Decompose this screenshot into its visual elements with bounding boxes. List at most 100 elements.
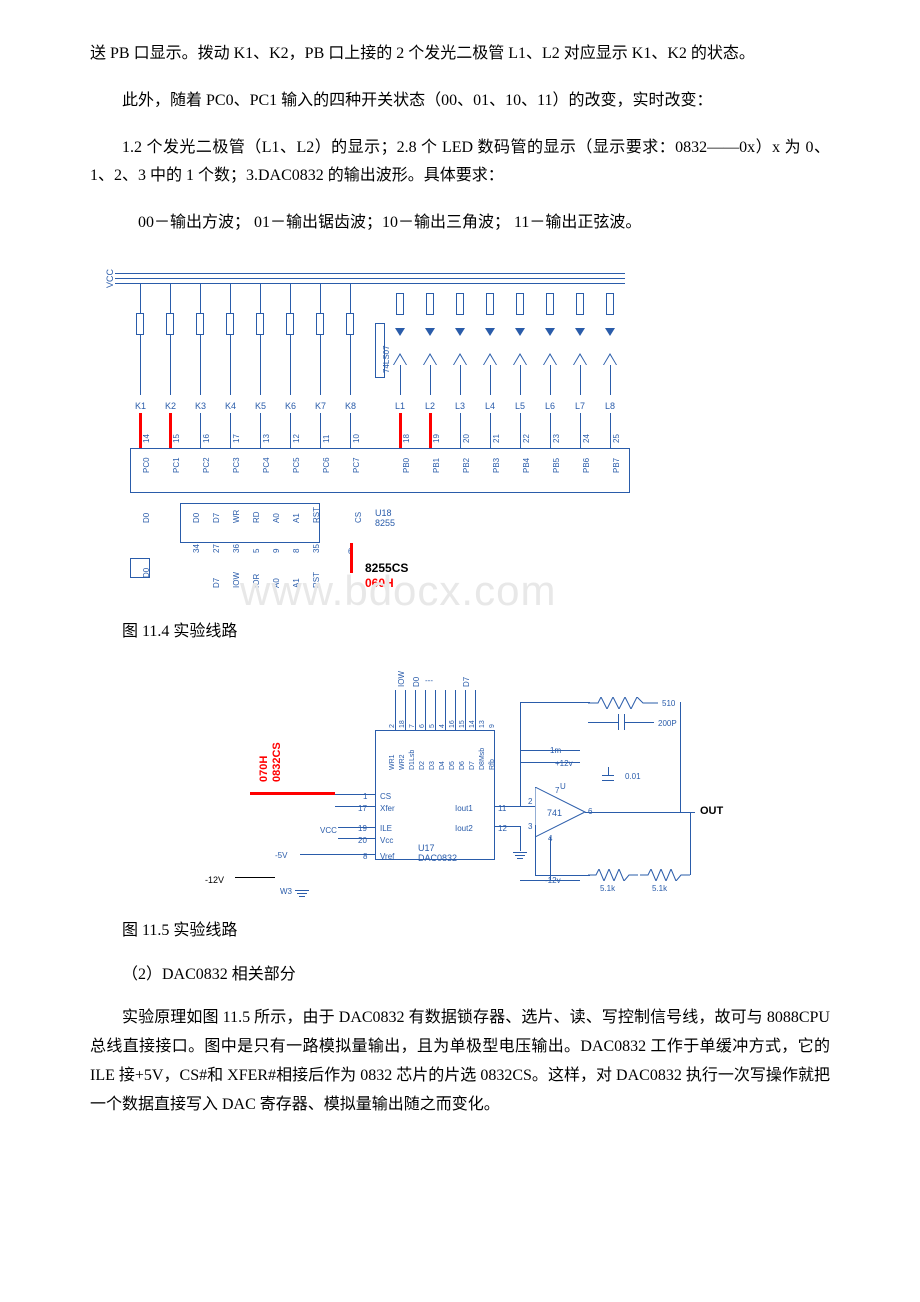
pb-pin: PB1 [430,458,444,473]
pin-num-17: 17 [358,802,367,816]
paragraph-3: 1.2 个发光二极管（L1、L2）的显示；2.8 个 LED 数码管的显示（显示… [90,134,830,192]
dac0832-label: DAC0832 [418,850,457,866]
bottom-label: D7 [210,578,224,588]
pin-num: 13 [260,434,274,443]
bottom-label: A0 [270,578,284,588]
pin-num: 25 [610,434,624,443]
led-l1: L1 [395,398,405,414]
pb-pin: PB4 [520,458,534,473]
figure-11-5-diagram: 070H 0832CS IOW D0 --- D7 2 18 7 6 5 4 1… [180,662,740,902]
iout1-pin: Iout1 [455,802,473,816]
opamp-pin-7: 7 [555,784,559,798]
dash-label: --- [425,674,433,688]
paragraph-1: 送 PB 口显示。拨动 K1、K2，PB 口上接的 2 个发光二极管 L1、L2… [90,40,830,69]
pb-pin: PB6 [580,458,594,473]
opamp-pin-3: 3 [528,820,532,834]
led-l6: L6 [545,398,555,414]
pin-num-20: 20 [358,834,367,848]
pin-num: 11 [320,435,334,443]
pin-num-11: 11 [498,802,506,816]
bottom-num: 34 [190,544,204,553]
minus5v-label: -5V [275,849,287,863]
bottom-label: A1 [290,578,304,588]
figure-11-5-container: 070H 0832CS IOW D0 --- D7 2 18 7 6 5 4 1… [90,662,830,902]
d0-bottom: D0 [140,568,154,578]
d0-label: D0 [410,677,424,687]
pin-num: 23 [550,434,564,443]
chip-060h-label: 060H [365,573,394,595]
data-num: 9 [487,724,500,728]
bottom-num: 8 [290,549,304,553]
pb-pin: PB5 [550,458,564,473]
chip-8255-label: 8255 [375,515,395,531]
led-l2: L2 [425,398,435,414]
vcc-pin: Vcc [380,834,393,848]
output-label: OUT [700,802,723,822]
label-0832cs: 0832CS [268,742,288,782]
pb-pin: PB3 [490,458,504,473]
minus12v-bottom: -12v [545,874,561,888]
pb-pin: PB0 [400,458,414,473]
pin-num: 10 [350,434,364,443]
cap-200p: 200P [658,717,677,731]
switch-k3: K3 [195,398,206,414]
cs-label: CS [352,512,366,523]
led-l7: L7 [575,398,585,414]
figure-11-4-container: VCC [90,253,830,603]
pin-num: 16 [200,434,214,443]
chip-pin: D7 [210,513,224,523]
section-2-header: （2）DAC0832 相关部分 [90,961,830,990]
bottom-label: IOR [250,574,264,588]
switch-k4: K4 [225,398,236,414]
chip-pin: RD [250,511,264,523]
paragraph-2: 此外，随着 PC0、PC1 输入的四种开关状态（00、01、10、11）的改变，… [90,87,830,116]
bottom-num: 35 [310,544,324,553]
iout2-pin: Iout2 [455,822,473,836]
resistor-51k-2: 5.1k [652,882,667,896]
resistor-51k-1-icon [588,869,638,881]
data-pin: Rfb [487,759,500,770]
resistor-51k-2-icon [640,869,690,881]
bottom-num: 5 [250,549,264,553]
resistor-510: 510 [662,697,675,711]
pc-pin: PC4 [260,457,274,473]
figure-11-4-diagram: VCC [90,253,650,603]
vref-pin: Vref [380,850,394,864]
bottom-label: IOW [230,572,244,588]
pin-num: 22 [520,434,534,443]
switch-k2: K2 [165,398,176,414]
cap-001: 0.01 [625,770,641,784]
figure-11-5-caption: 图 11.5 实验线路 [90,917,830,946]
plus12v-label: +12v [555,757,573,771]
pc-pin: PC1 [170,457,184,473]
pin-num: 21 [490,434,504,443]
pin-num: 15 [170,434,184,443]
resistor-510-icon [588,697,658,709]
led-l3: L3 [455,398,465,414]
pin-num: 20 [460,434,474,443]
pin-num: 18 [400,434,414,443]
pin-num: 24 [580,434,594,443]
pc-pin: PC0 [140,457,154,473]
opamp-u: U [560,780,566,794]
waveform-description: 00－输出方波； 01－输出锯齿波；10－输出三角波； 11－输出正弦波。 [90,209,830,238]
chip-pin: A0 [270,513,284,523]
switch-k8: K8 [345,398,356,414]
chip-pin: A1 [290,513,304,523]
pc-pin: PC2 [200,457,214,473]
pin-num: 14 [140,434,154,443]
xfer-pin: Xfer [380,802,395,816]
pb-pin: PB2 [460,458,474,473]
chip-pin: WR [230,510,244,523]
d0-label: D0 [140,513,154,523]
pin-num: 12 [290,434,304,443]
opamp-pin-2: 2 [528,795,532,809]
pc-pin: PC7 [350,457,364,473]
figure-11-4-caption: 图 11.4 实验线路 [90,618,830,647]
led-l5: L5 [515,398,525,414]
switch-k6: K6 [285,398,296,414]
bottom-num: 27 [210,544,224,553]
led-l4: L4 [485,398,495,414]
pc-pin: PC3 [230,457,244,473]
paragraph-4: 实验原理如图 11.5 所示，由于 DAC0832 有数据锁存器、选片、读、写控… [90,1004,830,1119]
